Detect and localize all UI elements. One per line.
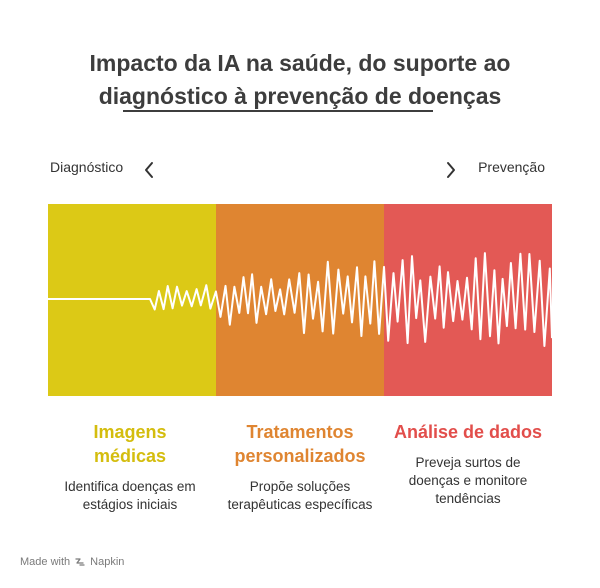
stage-treatment: Tratamentos personalizados Propõe soluçõ… [216,420,384,514]
stage-description: Preveja surtos de doenças e monitore ten… [408,455,528,506]
stage-title: Tratamentos personalizados [234,422,366,466]
title-line-2: diagnóstico à prevenção de doenças [98,83,502,109]
chevron-right-icon [444,161,458,179]
axis-left-label: Diagnóstico [50,159,124,175]
axis-right-label: Prevenção [478,159,545,175]
waveform-line [48,252,552,347]
title-line-1: Impacto da IA na saúde, do suporte ao [89,50,511,76]
stage-title: Análise de dados [393,422,543,442]
stage-imaging: Imagens médicas Identifica doenças em es… [46,420,214,514]
signal-waveform [48,252,552,347]
diagram-title: Impacto da IA na saúde, do suporte ao di… [0,47,600,113]
title-underline [123,110,433,112]
footer-credit: Made with Napkin [20,556,124,568]
chevron-left-icon [142,161,156,179]
stage-description: Propõe soluções terapêuticas específicas [227,479,373,512]
napkin-brand-text: Napkin [90,556,125,568]
stage-title: Imagens médicas [93,422,167,466]
napkin-logo-icon [74,556,86,568]
band-treatment [216,204,384,396]
stage-description: Identifica doenças em estágios iniciais [64,479,196,512]
signal-band [48,204,552,396]
stage-data-analysis: Análise de dados Preveja surtos de doenç… [384,420,552,508]
made-with-text: Made with [20,556,71,568]
